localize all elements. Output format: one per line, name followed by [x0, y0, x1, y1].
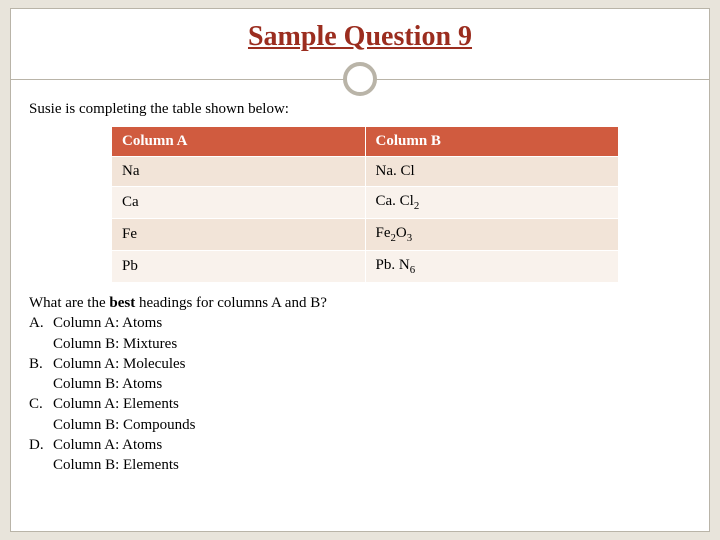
cell-a: Pb [112, 251, 366, 283]
question-block: What are the best headings for columns A… [11, 283, 709, 475]
option-line2: Column B: Compounds [53, 417, 196, 433]
option-c: C. Column A: Elements Column B: Compound… [29, 394, 691, 435]
intro-text: Susie is completing the table shown belo… [11, 99, 709, 126]
cell-a: Fe [112, 219, 366, 251]
option-body: Column A: Atoms Column B: Mixtures [53, 313, 691, 354]
formula-base: Ca. Cl [376, 193, 414, 209]
answer-options: A. Column A: Atoms Column B: Mixtures B.… [29, 313, 691, 475]
formula-base: Pb. N [376, 257, 410, 273]
option-d: D. Column A: Atoms Column B: Elements [29, 435, 691, 476]
option-letter: C. [29, 394, 53, 435]
option-line1: Column A: Atoms [53, 437, 162, 453]
formula-base: Na. Cl [376, 163, 415, 179]
table-row: Fe Fe2O3 [112, 219, 619, 251]
option-letter: D. [29, 435, 53, 476]
option-line1: Column A: Molecules [53, 356, 186, 372]
stem-bold: best [109, 295, 135, 311]
data-table: Column A Column B Na Na. Cl Ca Ca. Cl2 F… [111, 126, 619, 283]
option-line2: Column B: Elements [53, 457, 179, 473]
formula-sub: 2 [414, 200, 419, 212]
table-row: Pb Pb. N6 [112, 251, 619, 283]
title-divider [11, 59, 709, 99]
table-row: Na Na. Cl [112, 157, 619, 187]
option-line2: Column B: Atoms [53, 376, 162, 392]
cell-a: Na [112, 157, 366, 187]
formula-sub: 6 [410, 264, 415, 276]
table-header-row: Column A Column B [112, 127, 619, 157]
formula-sub: 3 [407, 232, 412, 244]
cell-b: Ca. Cl2 [365, 187, 619, 219]
stem-prefix: What are the [29, 295, 109, 311]
cell-b: Fe2O3 [365, 219, 619, 251]
table-row: Ca Ca. Cl2 [112, 187, 619, 219]
option-a: A. Column A: Atoms Column B: Mixtures [29, 313, 691, 354]
cell-a: Ca [112, 187, 366, 219]
option-body: Column A: Atoms Column B: Elements [53, 435, 691, 476]
cell-b: Pb. N6 [365, 251, 619, 283]
question-stem: What are the best headings for columns A… [29, 293, 691, 313]
option-body: Column A: Molecules Column B: Atoms [53, 354, 691, 395]
option-b: B. Column A: Molecules Column B: Atoms [29, 354, 691, 395]
option-letter: B. [29, 354, 53, 395]
cell-b: Na. Cl [365, 157, 619, 187]
slide-container: Sample Question 9 Susie is completing th… [10, 8, 710, 532]
option-line1: Column A: Atoms [53, 315, 162, 331]
formula-base: Fe [376, 225, 391, 241]
option-body: Column A: Elements Column B: Compounds [53, 394, 691, 435]
formula-tail: O [396, 225, 407, 241]
divider-circle-icon [343, 62, 377, 96]
data-table-wrap: Column A Column B Na Na. Cl Ca Ca. Cl2 F… [11, 126, 709, 283]
option-letter: A. [29, 313, 53, 354]
stem-suffix: headings for columns A and B? [135, 295, 327, 311]
option-line2: Column B: Mixtures [53, 336, 177, 352]
col-b-header: Column B [365, 127, 619, 157]
slide-title: Sample Question 9 [11, 9, 709, 53]
col-a-header: Column A [112, 127, 366, 157]
option-line1: Column A: Elements [53, 396, 179, 412]
